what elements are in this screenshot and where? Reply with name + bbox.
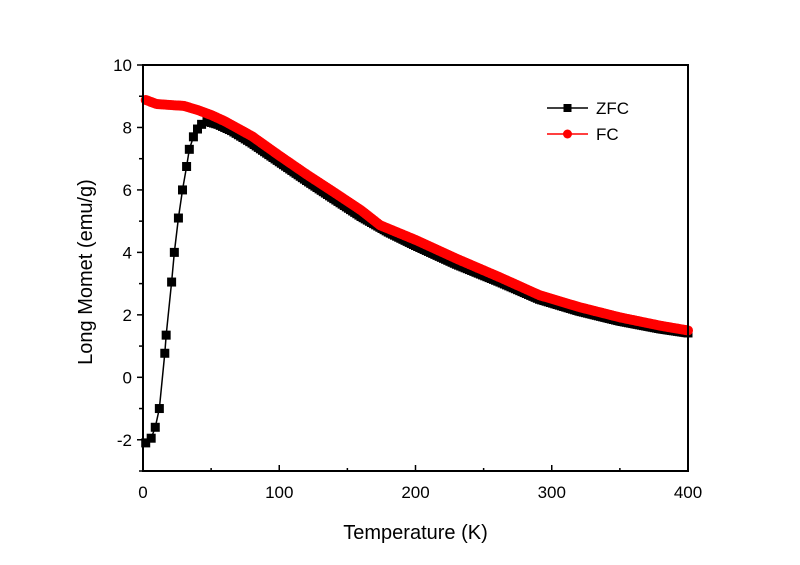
legend-fc-marker bbox=[563, 129, 572, 139]
y-tick-label: 6 bbox=[123, 181, 132, 200]
zfc-point bbox=[167, 277, 177, 287]
legend-item-fc: FC bbox=[547, 125, 619, 144]
zfc-point bbox=[161, 330, 171, 340]
y-tick-label: 4 bbox=[123, 243, 132, 262]
zfc-point bbox=[160, 348, 170, 358]
legend-zfc-label: ZFC bbox=[596, 99, 629, 118]
legend-zfc-marker bbox=[563, 104, 572, 112]
x-axis-ticks: 0 100 200 300 400 bbox=[138, 465, 702, 502]
zfc-point bbox=[154, 404, 164, 414]
series-zfc bbox=[141, 116, 693, 448]
zfc-line bbox=[145, 120, 689, 444]
y-tick-label: 8 bbox=[123, 118, 132, 137]
x-tick-label: 300 bbox=[538, 483, 566, 502]
x-tick-label: 400 bbox=[674, 483, 702, 502]
y-tick-label: -2 bbox=[117, 431, 132, 450]
x-tick-label: 200 bbox=[401, 483, 429, 502]
x-tick-label: 0 bbox=[138, 483, 147, 502]
zfc-point bbox=[173, 213, 183, 223]
x-tick-label: 100 bbox=[265, 483, 293, 502]
zfc-point bbox=[182, 162, 192, 171]
zfc-point bbox=[141, 438, 151, 448]
legend-fc-label: FC bbox=[596, 125, 619, 144]
zfc-point bbox=[146, 433, 156, 443]
y-tick-label: 0 bbox=[123, 368, 132, 387]
y-axis-title: Long Momet (emu/g) bbox=[75, 179, 97, 365]
zfc-point bbox=[178, 185, 188, 195]
series-fc bbox=[140, 94, 693, 336]
y-tick-label: 2 bbox=[123, 306, 132, 325]
zfc-point bbox=[169, 247, 179, 257]
legend-item-zfc: ZFC bbox=[547, 99, 629, 118]
y-tick-label: 10 bbox=[113, 56, 132, 75]
y-axis-ticks: -2 0 2 4 6 8 10 bbox=[113, 56, 143, 472]
zfc-point bbox=[188, 132, 198, 142]
zfc-point bbox=[184, 144, 194, 154]
zfc-point bbox=[197, 119, 207, 129]
series-layer bbox=[140, 94, 693, 448]
x-axis-title: Temperature (K) bbox=[343, 522, 488, 544]
zfc-point bbox=[193, 124, 202, 134]
legend: ZFC FC bbox=[547, 99, 629, 144]
zfc-point bbox=[150, 422, 160, 432]
